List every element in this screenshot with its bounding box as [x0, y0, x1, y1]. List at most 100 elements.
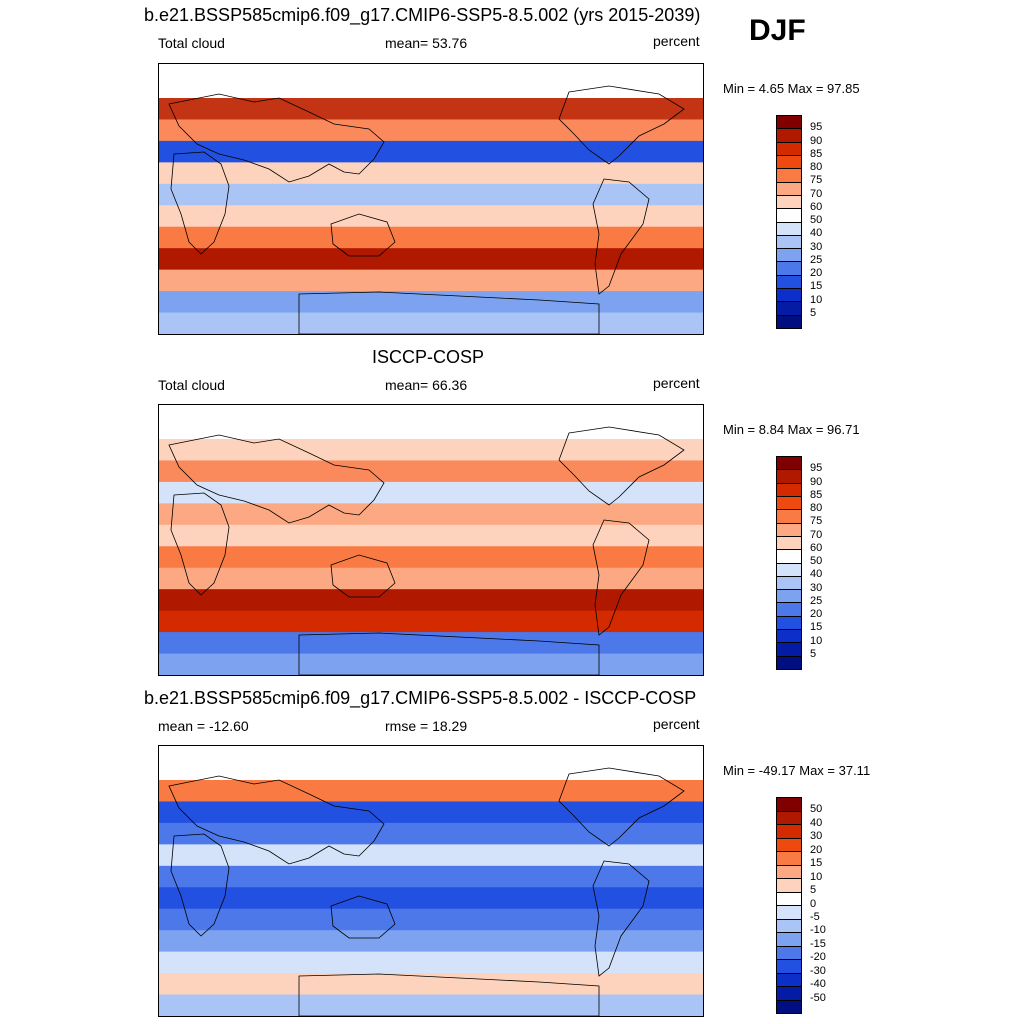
colorbar-segment — [777, 987, 801, 1001]
map-band — [159, 994, 703, 1016]
colorbar-segment — [777, 919, 801, 933]
colorbar-tick-label: 50 — [810, 214, 823, 226]
panel-3-mean-label: mean = -12.60 — [158, 718, 249, 734]
colorbar-segment — [777, 116, 801, 130]
map-band — [159, 567, 703, 591]
map-band — [159, 291, 703, 314]
map-band — [159, 632, 703, 655]
coastline — [330, 895, 396, 939]
colorbar-segment — [777, 892, 801, 906]
coastline — [298, 632, 600, 675]
map-band — [159, 865, 703, 889]
map-band — [159, 405, 703, 439]
coastline — [558, 426, 685, 506]
colorbar-tick-label: 80 — [810, 161, 823, 173]
coastline — [330, 554, 396, 598]
panel-1-variable-label: Total cloud — [158, 35, 225, 51]
colorbar-tick-label: 25 — [810, 594, 823, 607]
colorbar-segment — [777, 798, 801, 812]
colorbar-tick-label: 30 — [810, 240, 823, 253]
colorbar-segment — [777, 643, 801, 657]
coastline — [558, 767, 685, 847]
map-band — [159, 312, 703, 334]
coastline — [592, 178, 650, 295]
map-band — [159, 930, 703, 953]
colorbar-segment — [777, 946, 801, 960]
colorbar-segment — [777, 563, 801, 577]
map-band — [159, 822, 703, 846]
colorbar-tick-label: 40 — [810, 227, 823, 240]
colorbar-tick-label: 70 — [810, 528, 823, 541]
colorbar-tick-label: 5 — [810, 306, 817, 319]
colorbar-tick-label: 90 — [810, 134, 823, 147]
panel-1-title: b.e21.BSSP585cmip6.f09_g17.CMIP6-SSP5-8.… — [144, 5, 701, 25]
panel-1-map-svg — [159, 64, 703, 334]
colorbar-tick-label: 50 — [810, 803, 823, 816]
coastline — [168, 775, 385, 865]
colorbar-segment — [777, 811, 801, 825]
map-band — [159, 226, 703, 250]
colorbar-tick-label: 80 — [810, 502, 823, 514]
panel-3-map — [158, 745, 704, 1017]
map-band — [159, 119, 703, 142]
colorbar-tick-label: 0 — [810, 897, 817, 910]
colorbar-segment — [777, 470, 801, 484]
map-band — [159, 653, 703, 675]
colorbar-segment — [777, 616, 801, 631]
panel-2-units-label: percent — [653, 375, 700, 391]
panel-3-map-svg — [159, 746, 703, 1016]
coastline — [298, 973, 600, 1016]
colorbar-segment — [777, 630, 801, 644]
panel-2-colorbar — [776, 456, 802, 670]
colorbar-segment — [777, 879, 801, 893]
panel-2-variable-label: Total cloud — [158, 377, 225, 393]
coastline — [298, 291, 600, 334]
colorbar-tick-label: 75 — [810, 515, 823, 528]
colorbar-segment — [777, 496, 801, 511]
colorbar-segment — [777, 536, 801, 551]
colorbar-segment — [777, 142, 801, 156]
colorbar-tick-label: 20 — [810, 267, 823, 279]
colorbar-tick-label: 10 — [810, 293, 823, 306]
colorbar-tick-label: -50 — [810, 991, 826, 1004]
colorbar-segment — [777, 235, 801, 250]
colorbar-tick-label: 30 — [810, 581, 823, 594]
colorbar-segment — [777, 457, 801, 471]
colorbar-tick-label: 20 — [810, 608, 823, 620]
colorbar-segment — [777, 275, 801, 290]
colorbar-segment — [777, 933, 801, 947]
coastline — [168, 93, 385, 183]
coastline — [170, 833, 230, 937]
coastline — [170, 492, 230, 596]
colorbar-segment — [777, 302, 801, 316]
map-band — [159, 844, 703, 867]
colorbar-tick-label: 5 — [810, 884, 817, 897]
map-band — [159, 951, 703, 975]
map-band — [159, 973, 703, 996]
colorbar-tick-label: -40 — [810, 978, 826, 991]
map-band — [159, 162, 703, 185]
panel-2-title: ISCCP-COSP — [372, 347, 485, 367]
colorbar-tick-label: 10 — [810, 870, 823, 883]
colorbar-tick-label: -10 — [810, 924, 826, 937]
coastline — [558, 85, 685, 165]
colorbar-tick-label: 50 — [810, 555, 823, 567]
panel-2-map — [158, 404, 704, 676]
panel-1-minmax: Min = 4.65 Max = 97.85 — [723, 81, 860, 96]
colorbar-tick-label: 85 — [810, 147, 823, 160]
panel-1-units-label: percent — [653, 33, 700, 49]
colorbar-segment — [777, 590, 801, 604]
colorbar-segment — [777, 973, 801, 987]
colorbar-segment — [777, 906, 801, 920]
colorbar-segment — [777, 155, 801, 170]
colorbar-segment — [777, 222, 801, 236]
colorbar-tick-label: 10 — [810, 634, 823, 647]
colorbar-segment — [777, 182, 801, 196]
colorbar-segment — [777, 315, 801, 328]
map-band — [159, 546, 703, 569]
colorbar-segment — [777, 523, 801, 537]
panel-2-mean-label: mean= 66.36 — [385, 377, 468, 393]
map-band — [159, 801, 703, 824]
panel-3-rmse-label: rmse = 18.29 — [385, 718, 468, 734]
colorbar-segment — [777, 825, 801, 839]
